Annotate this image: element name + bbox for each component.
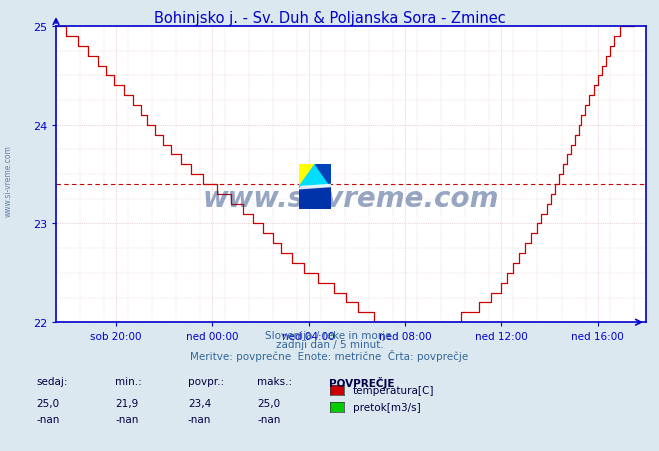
Text: -nan: -nan — [36, 414, 59, 424]
Text: 25,0: 25,0 — [257, 398, 280, 408]
Text: POVPREČJE: POVPREČJE — [330, 377, 395, 389]
Polygon shape — [315, 165, 331, 187]
Polygon shape — [299, 187, 331, 209]
Text: Bohinjsko j. - Sv. Duh & Poljanska Sora - Zminec: Bohinjsko j. - Sv. Duh & Poljanska Sora … — [154, 11, 505, 26]
Polygon shape — [299, 185, 331, 189]
Text: -nan: -nan — [257, 414, 280, 424]
Text: 23,4: 23,4 — [188, 398, 211, 408]
Text: Slovenija / reke in morje.: Slovenija / reke in morje. — [264, 330, 395, 340]
Text: 25,0: 25,0 — [36, 398, 59, 408]
Text: www.si-vreme.com: www.si-vreme.com — [203, 184, 499, 212]
Text: pretok[m3/s]: pretok[m3/s] — [353, 402, 420, 412]
Text: -nan: -nan — [188, 414, 211, 424]
Text: maks.:: maks.: — [257, 377, 292, 387]
Text: -nan: -nan — [115, 414, 138, 424]
Text: sedaj:: sedaj: — [36, 377, 68, 387]
Text: temperatura[C]: temperatura[C] — [353, 386, 434, 396]
Text: Meritve: povprečne  Enote: metrične  Črta: povprečje: Meritve: povprečne Enote: metrične Črta:… — [190, 349, 469, 361]
Polygon shape — [299, 165, 331, 187]
Polygon shape — [299, 187, 331, 209]
Text: zadnji dan / 5 minut.: zadnji dan / 5 minut. — [275, 339, 384, 349]
Text: www.si-vreme.com: www.si-vreme.com — [3, 144, 13, 216]
Text: min.:: min.: — [115, 377, 142, 387]
Text: povpr.:: povpr.: — [188, 377, 224, 387]
Polygon shape — [299, 165, 315, 187]
Text: 21,9: 21,9 — [115, 398, 138, 408]
